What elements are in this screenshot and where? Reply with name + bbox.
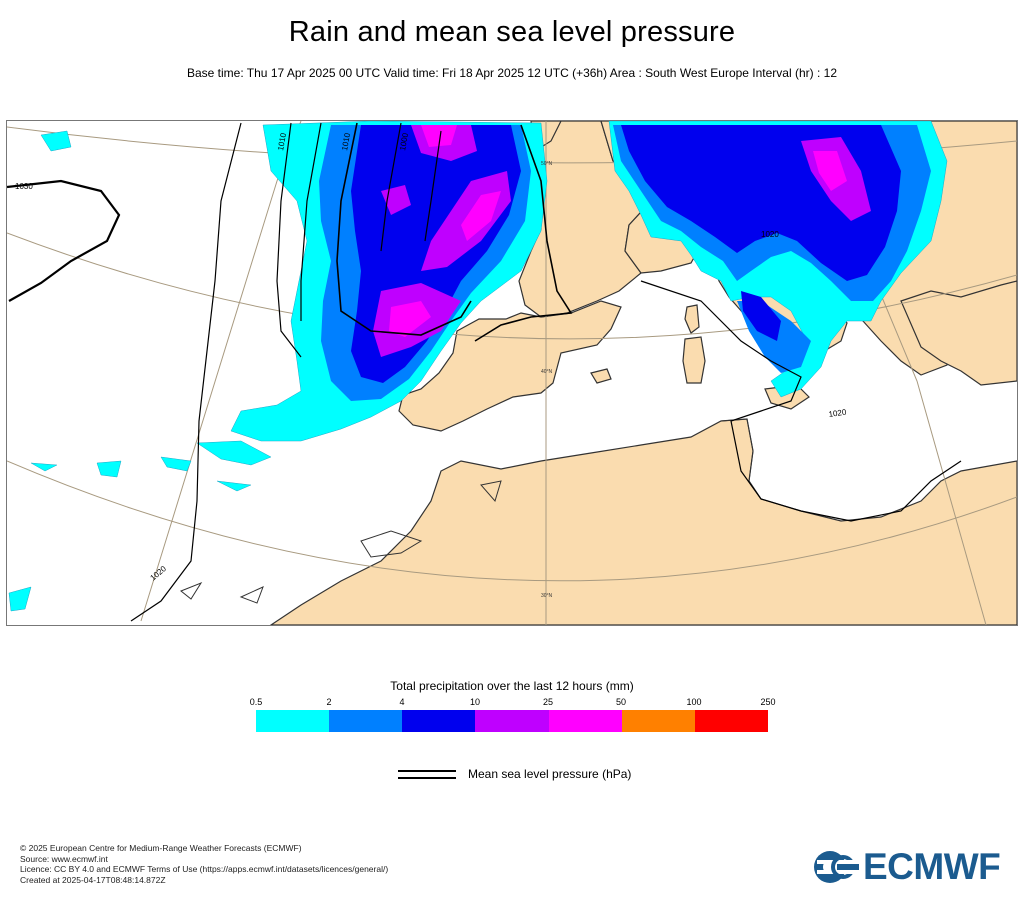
legend-tick: 2 — [326, 697, 332, 707]
legend-tick: 250 — [760, 697, 776, 707]
legend-title: Total precipitation over the last 12 hou… — [390, 679, 634, 693]
isobar-label: 1020 — [828, 408, 847, 419]
legend-swatch — [621, 710, 695, 732]
isobar-label: 1030 — [15, 182, 33, 191]
graticule-label-group: 50°N 40°N 30°N — [541, 161, 553, 599]
source-text: Source: www.ecmwf.int — [20, 853, 108, 864]
legend-tick: 10 — [469, 697, 481, 707]
land-greece — [900, 280, 1017, 386]
land-north-africa — [269, 418, 1017, 625]
ecmwf-logo-icon — [814, 851, 859, 883]
chart-subtitle: Base time: Thu 17 Apr 2025 00 UTC Valid … — [187, 66, 837, 80]
isobar-label-group: 1030 1020 1010 1010 1000 1020 1020 — [15, 132, 847, 583]
chart-title: Rain and mean sea level pressure — [288, 16, 736, 48]
precip-magenta — [389, 125, 847, 337]
graticule-label: 30°N — [541, 593, 553, 599]
legend-tick: 0.5 — [249, 697, 263, 707]
ecmwf-logo-text: ECMWF — [863, 846, 1001, 887]
legend-tick: 100 — [686, 697, 702, 707]
pressure-legend-label: Mean sea level pressure (hPa) — [468, 767, 632, 781]
graticule-label: 40°N — [541, 369, 553, 375]
isobar-label: 1020 — [761, 230, 779, 239]
map-panel: 1030 1020 1010 1010 1000 1020 1020 50°N … — [6, 120, 1018, 626]
land-corsica — [684, 304, 700, 334]
precip-color-scale — [256, 710, 768, 732]
graticule-label: 50°N — [541, 161, 553, 167]
isobar-label: 1010 — [340, 132, 352, 152]
pressure-legend: Mean sea level pressure (hPa) — [398, 767, 631, 781]
isobar-line-icon — [398, 769, 456, 779]
created-text: Created at 2025-04-17T08:48:14.872Z — [20, 874, 166, 885]
isobar-label: 1000 — [398, 132, 410, 152]
legend-swatch — [256, 710, 330, 732]
legend-swatch — [475, 710, 549, 732]
ecmwf-logo: ECMWF — [813, 846, 1001, 888]
licence-text: Licence: CC BY 4.0 and ECMWF Terms of Us… — [20, 864, 389, 874]
legend-swatch — [694, 710, 768, 732]
isobar-label: 1010 — [276, 132, 288, 152]
copyright-text: © 2025 European Centre for Medium-Range … — [20, 843, 302, 853]
legend-tick: 50 — [615, 697, 627, 707]
land-balearics — [590, 368, 612, 384]
land-sardinia — [682, 336, 706, 384]
legend-swatch — [329, 710, 403, 732]
isobar-label: 1020 — [149, 564, 169, 583]
legend-swatch — [548, 710, 622, 732]
isobars — [7, 122, 962, 622]
legend-tick: 4 — [399, 697, 405, 707]
map-canvas: 1030 1020 1010 1010 1000 1020 1020 50°N … — [7, 121, 1017, 625]
legend-tick: 25 — [542, 697, 554, 707]
footer-credits: © 2025 European Centre for Medium-Range … — [20, 843, 388, 885]
legend-swatch — [402, 710, 476, 732]
